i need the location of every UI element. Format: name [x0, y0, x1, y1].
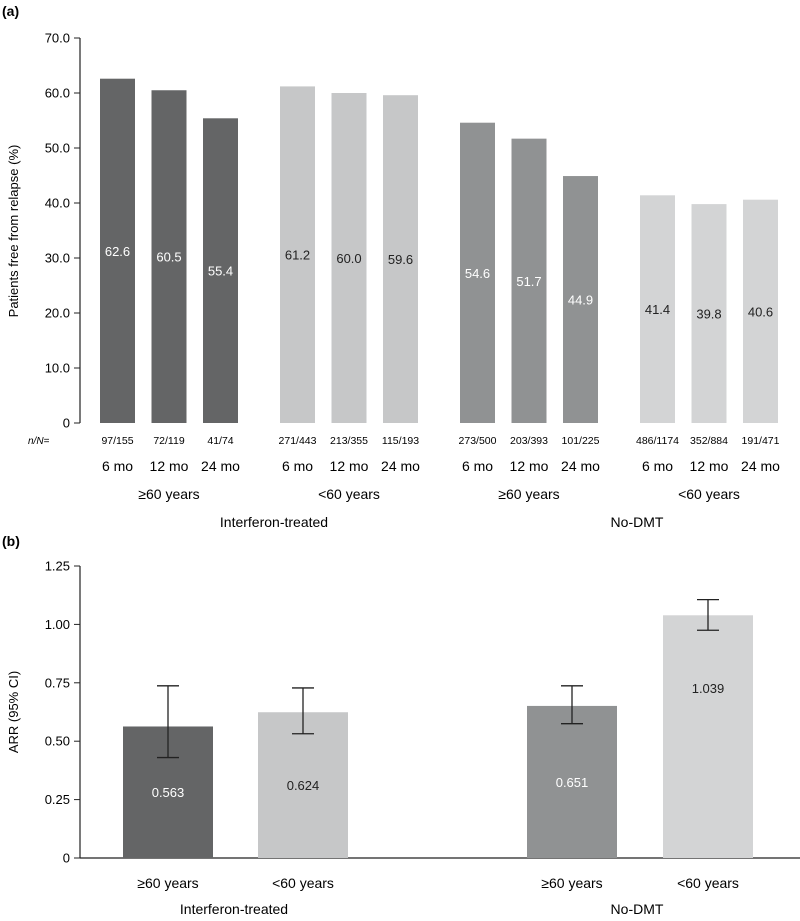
- x-tick-label: 6 mo: [102, 458, 133, 474]
- bar: [460, 122, 495, 423]
- x-tick-label: 24 mo: [561, 458, 600, 474]
- bar: [331, 93, 367, 423]
- x-tick-label: 6 mo: [462, 458, 493, 474]
- bar-value-label: 1.039: [692, 681, 725, 696]
- panel-b-treatment-label-nodmt: No-DMT: [611, 901, 664, 917]
- x-tick-label: 24 mo: [381, 458, 420, 474]
- y-tick-label: 70.0: [45, 31, 70, 46]
- bar-value-label: 51.7: [516, 274, 541, 289]
- n-count-label: 72/119: [153, 435, 184, 447]
- n-count-label: 352/884: [690, 435, 728, 447]
- bar-value-label: 60.0: [336, 251, 361, 266]
- y-tick-label: 0: [63, 851, 70, 866]
- bar: [258, 712, 348, 858]
- bar-value-label: 39.8: [696, 307, 721, 322]
- x-tick-label: <60 years: [272, 875, 334, 891]
- age-group-label: ≥60 years: [138, 486, 199, 502]
- n-count-label: 271/443: [279, 435, 317, 447]
- bar-value-label: 0.624: [287, 778, 320, 793]
- bar: [527, 705, 617, 858]
- bar: [280, 86, 315, 424]
- y-tick-label: 0: [63, 416, 70, 431]
- panel-b-ylabel: ARR (95% CI): [6, 671, 21, 753]
- bar: [203, 118, 238, 424]
- age-group-label: ≥60 years: [498, 486, 559, 502]
- n-count-label: 273/500: [459, 435, 497, 447]
- panel-a-label: (a): [2, 3, 19, 19]
- y-tick-label: 60.0: [45, 86, 70, 101]
- y-tick-label: 50.0: [45, 141, 70, 156]
- panel-a-treatment-label-nodmt: No-DMT: [611, 514, 664, 530]
- bar-value-label: 54.6: [465, 266, 490, 281]
- n-count-label: 97/155: [101, 435, 133, 447]
- x-tick-label: 12 mo: [330, 458, 369, 474]
- panel-a-treatment-label-interferon: Interferon-treated: [220, 514, 328, 530]
- n-count-label: 191/471: [742, 435, 780, 447]
- x-tick-label: ≥60 years: [541, 875, 602, 891]
- x-tick-label: 12 mo: [690, 458, 729, 474]
- x-tick-label: 12 mo: [510, 458, 549, 474]
- bar-value-label: 55.4: [208, 264, 233, 279]
- x-tick-label: 24 mo: [201, 458, 240, 474]
- age-group-label: <60 years: [678, 486, 740, 502]
- panel-a-y-ticks: 0 10.0 20.0 30.0 40.0 50.0 60.0 70.0: [45, 31, 80, 431]
- bar: [383, 95, 418, 423]
- x-tick-label: 6 mo: [642, 458, 673, 474]
- bar: [151, 90, 187, 423]
- x-tick-label: ≥60 years: [137, 875, 198, 891]
- x-tick-label: 24 mo: [741, 458, 780, 474]
- y-tick-label: 1.00: [45, 617, 70, 632]
- bar-value-label: 0.563: [152, 785, 185, 800]
- n-count-label: 41/74: [207, 435, 233, 447]
- bar: [511, 138, 547, 423]
- x-tick-label: 6 mo: [282, 458, 313, 474]
- bar: [563, 176, 598, 423]
- bar: [663, 615, 753, 858]
- n-prefix: n/N=: [28, 436, 50, 447]
- n-count-label: 486/1174: [636, 435, 679, 447]
- bar-value-label: 59.6: [388, 252, 413, 267]
- panel-a-bars: 62.6 97/155 6 mo 60.5 72/119 12 mo 55.4 41/74 24…: [100, 78, 780, 502]
- bar: [691, 204, 727, 423]
- n-count-label: 115/193: [382, 435, 419, 447]
- bar-value-label: 41.4: [645, 302, 670, 317]
- panel-b-treatment-label-interferon: Interferon-treated: [180, 901, 288, 917]
- age-group-label: <60 years: [318, 486, 380, 502]
- bar-value-label: 0.651: [556, 775, 589, 790]
- y-tick-label: 40.0: [45, 196, 70, 211]
- x-tick-label: <60 years: [677, 875, 739, 891]
- n-count-label: 213/355: [330, 435, 368, 447]
- panel-b-label: (b): [2, 533, 20, 549]
- bar-value-label: 61.2: [285, 248, 310, 263]
- bar: [640, 195, 675, 423]
- y-tick-label: 0.25: [45, 792, 70, 807]
- y-tick-label: 0.75: [45, 675, 70, 690]
- bar: [100, 78, 135, 423]
- y-tick-label: 10.0: [45, 361, 70, 376]
- panel-b-bars: 0.563 ≥60 years 0.624 <60 years 0.651 ≥60 yea…: [123, 598, 753, 891]
- panel-a-ylabel: Patients free from relapse (%): [6, 145, 21, 318]
- n-count-label: 203/393: [510, 435, 548, 447]
- y-tick-label: 1.25: [45, 559, 70, 574]
- bar-value-label: 62.6: [105, 244, 130, 259]
- bar-value-label: 60.5: [156, 250, 181, 265]
- y-tick-label: 20.0: [45, 306, 70, 321]
- n-count-label: 101/225: [562, 435, 600, 447]
- x-tick-label: 12 mo: [150, 458, 189, 474]
- y-tick-label: 0.50: [45, 734, 70, 749]
- bar-value-label: 44.9: [568, 293, 593, 308]
- bar: [743, 199, 778, 423]
- y-tick-label: 30.0: [45, 251, 70, 266]
- bar-value-label: 40.6: [748, 304, 773, 319]
